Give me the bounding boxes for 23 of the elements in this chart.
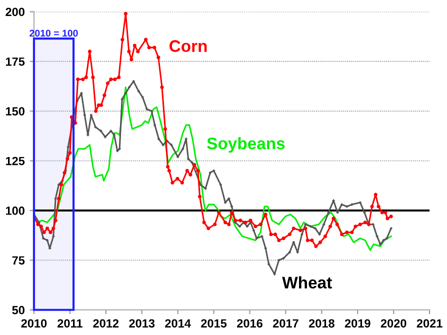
series-label: Wheat — [282, 276, 332, 289]
x-tick-label: 2021 — [416, 319, 442, 328]
x-tick-label: 2013 — [129, 319, 155, 328]
x-tick-label: 2012 — [93, 319, 119, 328]
series-label: Soybeans — [207, 137, 285, 153]
x-tick-label: 2010 — [21, 319, 47, 328]
x-tick-label: 2018 — [308, 319, 334, 328]
x-tick-label: 2020 — [380, 319, 406, 328]
x-tick-label: 2017 — [272, 319, 298, 328]
y-tick-label: 100 — [6, 206, 24, 215]
band-label: 2010 = 100 — [30, 30, 78, 37]
x-tick-label: 2014 — [165, 319, 191, 328]
x-tick-label: 2015 — [201, 319, 227, 328]
y-tick-label: 200 — [6, 8, 24, 16]
y-tick-label: 150 — [6, 107, 24, 116]
y-tick-label: 175 — [6, 58, 25, 66]
x-tick-label: 2011 — [58, 319, 82, 328]
series-label: Corn — [170, 40, 207, 52]
x-tick-label: 2019 — [344, 319, 370, 328]
y-tick-label: 125 — [6, 156, 25, 166]
y-tick-label: 75 — [12, 256, 25, 265]
x-tick-label: 2016 — [237, 319, 262, 328]
y-tick-label: 50 — [12, 306, 24, 314]
